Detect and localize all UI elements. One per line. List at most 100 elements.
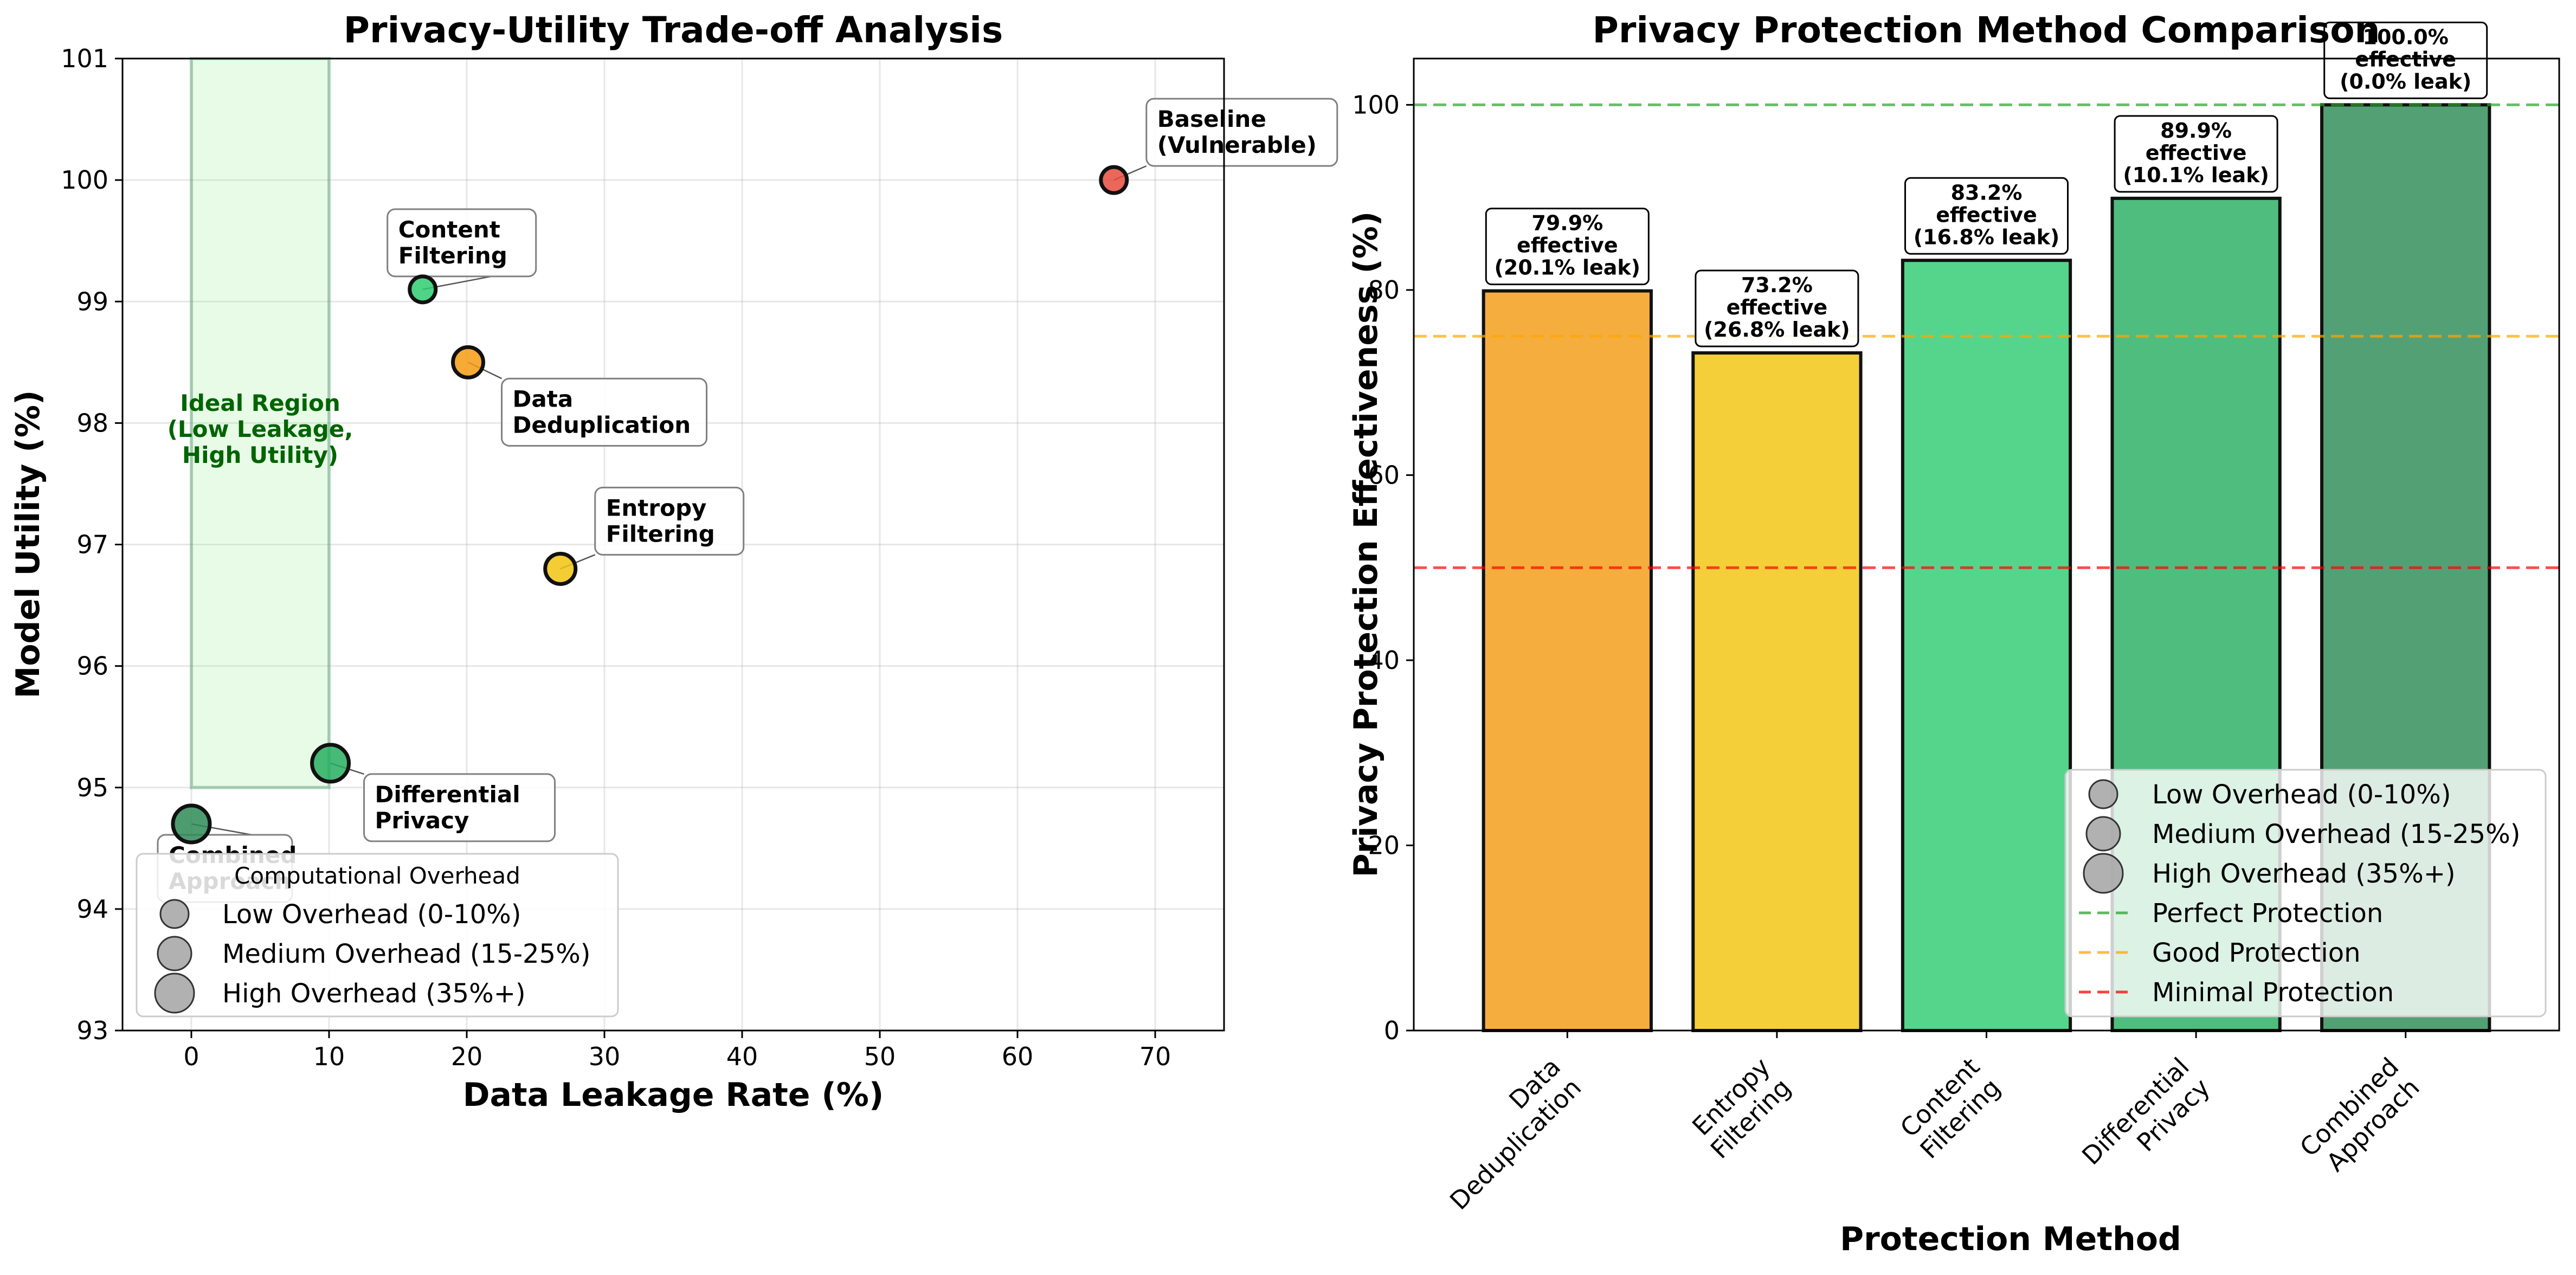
- bar: [1482, 289, 1653, 1032]
- annotation-box: [1145, 98, 1338, 167]
- annotation-text-line: Privacy: [375, 807, 469, 834]
- y-tick-label: 0: [1384, 1016, 1400, 1045]
- bar-label-text: 89.9% effective (10.1% leak): [2123, 119, 2269, 187]
- legend-title: Computational Overhead: [234, 862, 520, 889]
- bar-labels: 79.9% effective (20.1% leak)73.2% effective…: [1485, 21, 2488, 347]
- y-tick-label: 100: [1352, 90, 1400, 119]
- y-tick-label: 100: [61, 165, 108, 195]
- annotation-box: [387, 208, 537, 278]
- legend-entry: Low Overhead (0-10%): [2152, 780, 2451, 810]
- x-tick-label: 60: [1002, 1042, 1034, 1071]
- legend-entry: Low Overhead (0-10%): [222, 899, 521, 930]
- annotation-text-line: Filtering: [398, 242, 507, 269]
- bar-label-box: [2323, 21, 2488, 99]
- bar-label-box: [2114, 115, 2278, 193]
- bar-title: Privacy Protection Method Comparison: [1592, 9, 2380, 51]
- legend-marker: [2083, 853, 2124, 894]
- y-tick-label: 20: [1368, 830, 1400, 860]
- y-tick-label: 94: [76, 894, 108, 924]
- bar-label-text-line: 100.0%: [2363, 25, 2449, 49]
- y-tick-label: 98: [76, 408, 108, 437]
- annotation-text: Data Deduplication: [513, 385, 691, 438]
- x-tick-label: 20: [451, 1042, 483, 1071]
- x-tick-label: 30: [589, 1042, 621, 1071]
- legend-marker: [2085, 816, 2121, 852]
- legend-box: [136, 853, 619, 1018]
- annotation-text: Differential Privacy: [375, 781, 520, 834]
- x-tick-label: DataDeduplication: [1424, 1052, 1587, 1216]
- legend-entry: Perfect Protection: [2152, 898, 2383, 929]
- y-tick-label: 96: [76, 652, 108, 681]
- x-tick-label: 70: [1139, 1042, 1171, 1071]
- annotation-text-line: Filtering: [606, 520, 715, 547]
- ideal-region-label: Ideal Region (Low Leakage, High Utility): [168, 390, 353, 468]
- y-tick-label: 97: [76, 530, 108, 559]
- x-tick-label: CombinedApproach: [2294, 1052, 2425, 1183]
- bar-chart: 79.9% effective (20.1% leak)73.2% effective…: [1347, 9, 2560, 1258]
- scatter-legend: Computational Overhead Low Overhead (0-10…: [136, 853, 619, 1018]
- reference-lines: [1414, 103, 2559, 569]
- y-tick-label: 80: [1368, 275, 1400, 305]
- y-tick-label: 99: [76, 287, 108, 316]
- bar-label-text-line: effective: [1936, 203, 2037, 227]
- scatter-y-ticks: 93 94 95 96 97 98 99 100 101: [61, 44, 123, 1045]
- scatter-point: [171, 803, 212, 845]
- annotation-text-line: Differential: [375, 781, 520, 808]
- bar-label-text-line: (16.8% leak): [1914, 225, 2060, 249]
- legend-box: [2064, 769, 2547, 1018]
- annotation-text: Entropy Filtering: [606, 494, 715, 547]
- scatter-x-label: Data Leakage Rate (%): [463, 1076, 884, 1114]
- ideal-region-text-line: Ideal Region: [180, 390, 340, 416]
- legend-marker: [157, 936, 192, 971]
- bar: [1901, 259, 2072, 1032]
- bar-label-text-line: (10.1% leak): [2123, 163, 2269, 187]
- scatter-point: [408, 274, 438, 305]
- scatter-y-label: Model Utility (%): [9, 390, 47, 699]
- bar-legend: Low Overhead (0-10%) Medium Overhead (15-…: [2064, 769, 2547, 1018]
- scatter-x-ticks: 0 10 20 30 40 50 60 70: [183, 1031, 1171, 1071]
- x-tick-label: EntropyFiltering: [1684, 1052, 1796, 1164]
- bar-label-text-line: 79.9%: [1531, 211, 1603, 235]
- x-tick-label: 40: [726, 1042, 758, 1071]
- scatter-points: [171, 165, 1129, 845]
- annotation-text-line: Content: [398, 216, 500, 243]
- legend-entry: Minimal Protection: [2152, 977, 2394, 1008]
- scatter-title: Privacy-Utility Trade-off Analysis: [344, 9, 1003, 51]
- y-tick-label: 60: [1368, 460, 1400, 490]
- annotation-box: [501, 377, 708, 447]
- legend-marker: [154, 973, 195, 1014]
- scatter-point: [451, 345, 486, 379]
- x-tick-label-group: DataDeduplication: [1424, 1052, 1587, 1216]
- bar-label-text: 73.2% effective (26.8% leak): [1704, 273, 1850, 342]
- x-tick-label-group: ContentFiltering: [1894, 1052, 2006, 1164]
- annotation-text-line: Data: [513, 385, 574, 412]
- scatter-point: [310, 743, 351, 784]
- ideal-region-text-line: High Utility): [182, 442, 338, 468]
- legend-marker: [159, 899, 190, 929]
- bar-label-text-line: (26.8% leak): [1704, 318, 1850, 342]
- bar-y-ticks: 0 20 40 60 80 100: [1352, 90, 1414, 1045]
- x-tick-label-group: DifferentialPrivacy: [2076, 1052, 2216, 1171]
- bar-label-text-line: 89.9%: [2160, 119, 2232, 143]
- bar-label-text-line: effective: [2146, 141, 2247, 165]
- legend-entry: Medium Overhead (15-25%): [222, 939, 590, 969]
- x-tick-label: ContentFiltering: [1894, 1052, 2006, 1164]
- bar-label-text-line: (0.0% leak): [2340, 69, 2471, 93]
- bar-y-label: Privacy Protection Effectiveness (%): [1347, 211, 1385, 878]
- annotation-text-line: Entropy: [606, 494, 707, 521]
- bar-label-text-line: 73.2%: [1741, 273, 1813, 297]
- annotation-text: Content Filtering: [398, 216, 507, 269]
- ideal-region: [190, 57, 331, 789]
- ideal-region-text-line: (Low Leakage,: [168, 416, 353, 442]
- x-tick-label: 50: [864, 1042, 896, 1071]
- x-tick-label: 0: [183, 1042, 199, 1071]
- scatter-chart: Ideal Region (Low Leakage, High Utility) B…: [9, 9, 1338, 1114]
- y-tick-label: 40: [1368, 646, 1400, 675]
- bar-label-box: [1485, 208, 1650, 286]
- y-tick-label: 101: [61, 44, 108, 73]
- legend-entry: High Overhead (35%+): [2152, 859, 2456, 889]
- bar-label-box: [1904, 177, 2069, 255]
- annotation-text-line: Baseline: [1157, 106, 1266, 132]
- legend-entry: Medium Overhead (15-25%): [2152, 819, 2520, 849]
